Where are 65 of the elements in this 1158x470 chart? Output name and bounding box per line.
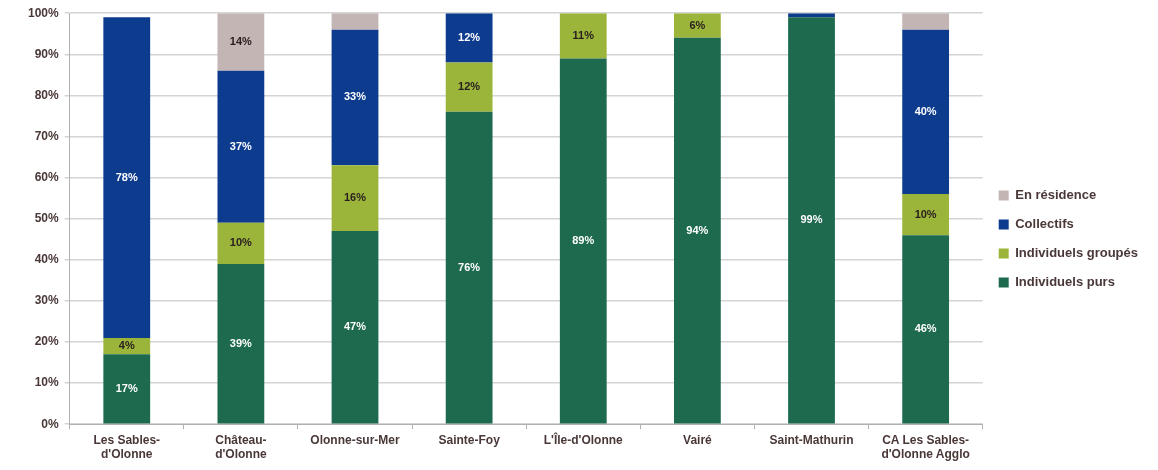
x-tick-label: Olonne-sur-Mer xyxy=(310,432,400,447)
data-label: 4% xyxy=(118,339,135,352)
data-label: 16% xyxy=(343,191,367,204)
y-tick-label: 80% xyxy=(34,87,60,102)
data-label: 40% xyxy=(914,104,937,117)
bar xyxy=(331,13,379,30)
data-label: 89% xyxy=(572,233,595,246)
bar xyxy=(445,62,493,112)
data-label: 12% xyxy=(458,80,481,93)
y-tick-label: 90% xyxy=(34,46,60,61)
bar xyxy=(559,58,607,424)
bar xyxy=(103,17,151,338)
data-label: 37% xyxy=(229,139,253,152)
bar xyxy=(902,194,950,236)
data-label: 94% xyxy=(686,223,709,236)
data-label: 11% xyxy=(572,28,595,41)
legend-label: En résidence xyxy=(1015,187,1097,203)
data-label: 76% xyxy=(458,260,481,273)
data-label: 39% xyxy=(229,336,253,349)
bar xyxy=(902,235,950,424)
y-tick-label: 60% xyxy=(34,169,60,184)
legend-label: Collectifs xyxy=(1015,216,1074,232)
data-label: 12% xyxy=(458,30,481,43)
data-label: 47% xyxy=(343,320,367,333)
bar xyxy=(445,13,493,63)
bar xyxy=(331,231,379,424)
data-label: 10% xyxy=(229,236,253,249)
bar xyxy=(673,37,721,424)
bar xyxy=(559,13,607,59)
data-label: 10% xyxy=(914,207,937,220)
bar xyxy=(217,263,265,424)
data-label: 14% xyxy=(229,35,253,47)
bar xyxy=(103,354,151,424)
x-tick-label: Vairé xyxy=(683,432,713,447)
y-tick-label: 30% xyxy=(34,293,60,308)
bar xyxy=(902,13,950,30)
bar xyxy=(902,29,950,195)
x-tick-label: Saint-Mathurin xyxy=(769,432,854,447)
data-label: 46% xyxy=(914,322,937,335)
x-tick-label: CA Les Sables- d'Olonne Agglo xyxy=(881,432,970,462)
legend-label: Individuels groupés xyxy=(1015,245,1138,261)
y-tick-label: 40% xyxy=(34,252,60,267)
y-tick-label: 100% xyxy=(27,5,60,20)
x-tick-label: L'Île-d'Olonne xyxy=(543,431,624,447)
x-tick-label: Les Sables- d'Olonne xyxy=(93,432,161,462)
y-tick-label: 10% xyxy=(34,375,60,390)
bar xyxy=(445,111,493,424)
bar xyxy=(331,165,379,232)
data-label: 17% xyxy=(115,381,138,394)
data-label: 6% xyxy=(689,18,706,31)
legend-label: Individuels purs xyxy=(1015,274,1115,290)
bar xyxy=(217,13,265,71)
y-tick-label: 70% xyxy=(34,128,60,143)
y-tick-label: 50% xyxy=(34,211,60,226)
y-tick-label: 20% xyxy=(34,334,60,349)
bar xyxy=(788,17,835,424)
data-label: 78% xyxy=(115,170,138,183)
bar xyxy=(217,70,265,223)
x-tick-label: Sainte-Foy xyxy=(438,432,501,447)
x-tick-label: Château- d'Olonne xyxy=(215,432,267,462)
bar xyxy=(331,29,379,166)
data-label: 99% xyxy=(800,213,823,226)
bar xyxy=(217,222,265,264)
y-tick-label: 0% xyxy=(41,416,60,431)
data-label: 33% xyxy=(343,90,367,103)
